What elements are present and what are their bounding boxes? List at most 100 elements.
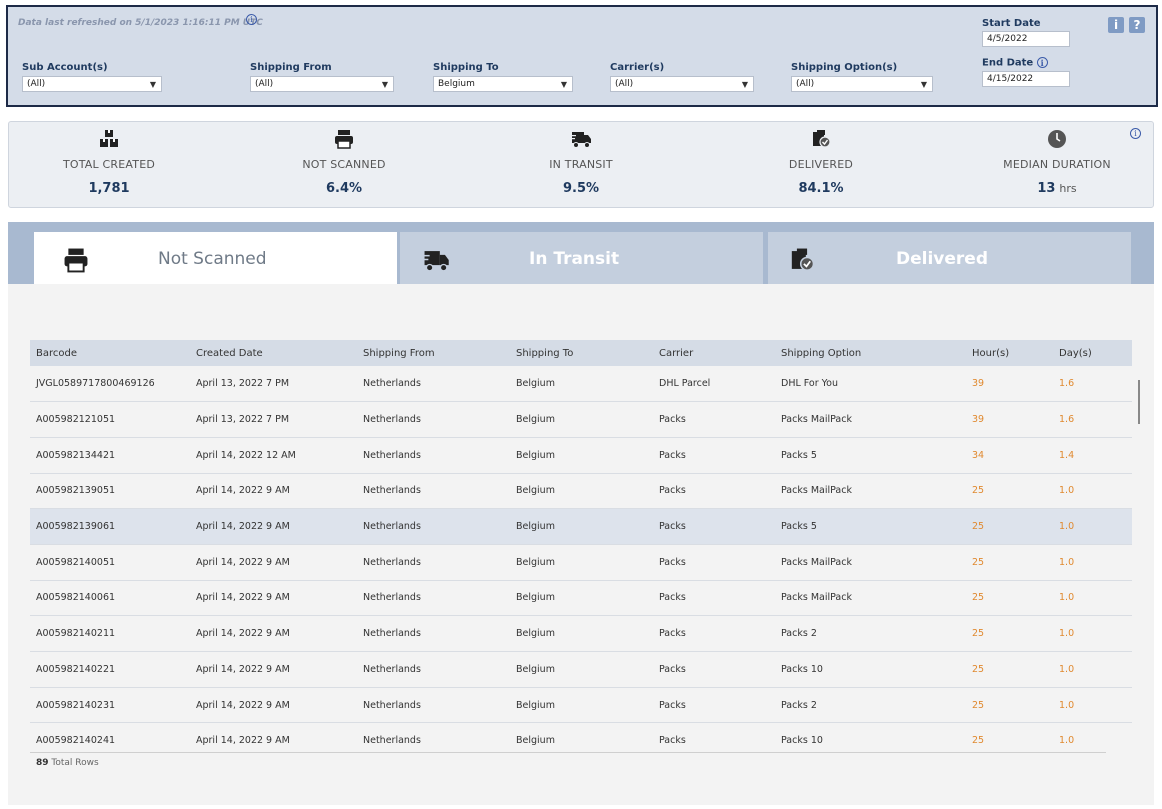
cell-hours: 25: [972, 735, 985, 747]
boxes-icon: [100, 130, 118, 147]
table-body: JVGL0589717800469126 April 13, 2022 7 PM N…: [30, 366, 1132, 759]
table-scrollbar[interactable]: [1138, 380, 1140, 424]
cell-shipping-option: Packs 10: [781, 735, 823, 747]
column-header-barcode[interactable]: Barcode: [30, 340, 190, 366]
cell-days: 1.6: [1053, 366, 1132, 403]
table-row[interactable]: A005982140241 April 14, 2022 9 AM Netherla…: [30, 723, 1132, 759]
table-row[interactable]: A005982140231 April 14, 2022 9 AM Netherla…: [30, 687, 1132, 724]
table-row[interactable]: A005982140061 April 14, 2022 9 AM Netherla…: [30, 580, 1132, 617]
chevron-down-icon: ▼: [381, 80, 388, 89]
cell-barcode: A005982121051: [30, 401, 190, 438]
cell-shipping-option: Packs 2: [775, 615, 966, 652]
end-date-block: End Date i 4/15/2022: [982, 57, 1070, 87]
filter-sub-account: Sub Account(s) (All) ▼: [22, 62, 162, 92]
cell-shipping-from: Netherlands: [357, 651, 510, 688]
truck-icon: [422, 251, 449, 272]
table-row[interactable]: A005982140051 April 14, 2022 9 AM Netherla…: [30, 544, 1132, 581]
delivered-box-icon: [813, 130, 831, 148]
cell-shipping-option: Packs MailPack: [775, 580, 966, 617]
table-row[interactable]: A005982139051 April 14, 2022 9 AM Netherla…: [30, 473, 1132, 510]
refresh-note: Data last refreshed on 5/1/2023 1:16:11 …: [18, 18, 263, 28]
cell-shipping-from: Netherlands: [363, 735, 421, 747]
select-value: (All): [255, 79, 274, 89]
cell-created-date: April 14, 2022 9 AM: [190, 687, 357, 724]
kpi-unit: hrs: [1059, 182, 1077, 195]
cell-shipping-from: Netherlands: [357, 473, 510, 510]
column-header-hours[interactable]: Hour(s): [966, 340, 1053, 366]
cell-shipping-to: Belgium: [510, 473, 653, 510]
shipping-to-select[interactable]: Belgium ▼: [433, 76, 573, 92]
cell-shipping-option: Packs 5: [775, 437, 966, 474]
cell-shipping-to: Belgium: [516, 735, 555, 747]
kpi-value: 84.1%: [798, 181, 844, 196]
column-header-days[interactable]: Day(s): [1053, 340, 1132, 366]
select-value: (All): [796, 79, 815, 89]
tab-not-scanned[interactable]: Not Scanned: [34, 232, 397, 284]
total-rows-count: 89: [36, 758, 49, 768]
tab-in-transit[interactable]: In Transit: [400, 232, 763, 284]
filter-carrier: Carrier(s) (All) ▼: [610, 62, 754, 92]
cell-created-date: April 14, 2022 9 AM: [190, 508, 357, 545]
info-icon[interactable]: i: [246, 14, 257, 25]
kpi-label: NOT SCANNED: [302, 158, 386, 171]
shipping-from-select[interactable]: (All) ▼: [250, 76, 394, 92]
sub-account-select[interactable]: (All) ▼: [22, 76, 162, 92]
column-header-shipping-to[interactable]: Shipping To: [510, 340, 653, 366]
kpi-value: 1,781: [88, 181, 130, 196]
cell-shipping-option: Packs MailPack: [775, 473, 966, 510]
cell-carrier: Packs: [653, 615, 775, 652]
start-date-block: Start Date 4/5/2022: [982, 18, 1070, 47]
cell-hours: 25: [966, 508, 1053, 545]
cell-shipping-to: Belgium: [510, 508, 653, 545]
cell-days: 1.0: [1053, 544, 1132, 581]
table-header-row: Barcode Created Date Shipping From Shipp…: [30, 340, 1132, 366]
tab-panel: Not Scanned In Transit Delivered: [8, 222, 1154, 805]
cell-carrier: Packs: [653, 401, 775, 438]
cell-shipping-to: Belgium: [510, 437, 653, 474]
cell-barcode: A005982140231: [30, 687, 190, 724]
table-row[interactable]: A005982140221 April 14, 2022 9 AM Netherla…: [30, 651, 1132, 688]
table-row[interactable]: JVGL0589717800469126 April 13, 2022 7 PM N…: [30, 366, 1132, 403]
end-date-input[interactable]: 4/15/2022: [982, 70, 1070, 87]
column-header-created-date[interactable]: Created Date: [190, 340, 357, 366]
carrier-select[interactable]: (All) ▼: [610, 76, 754, 92]
end-date-label: End Date i: [982, 57, 1070, 69]
cell-barcode: A005982139051: [30, 473, 190, 510]
column-header-carrier[interactable]: Carrier: [653, 340, 775, 366]
tab-delivered[interactable]: Delivered: [768, 232, 1131, 284]
table-row[interactable]: A005982121051 April 13, 2022 7 PM Netherla…: [30, 401, 1132, 438]
cell-created-date: April 14, 2022 9 AM: [190, 580, 357, 617]
cell-hours: 34: [966, 437, 1053, 474]
chevron-down-icon: ▼: [741, 80, 748, 89]
kpi-value: 9.5%: [562, 181, 600, 196]
filter-shipping-from: Shipping From (All) ▼: [250, 62, 394, 92]
info-icon[interactable]: i: [1130, 128, 1141, 139]
table-row[interactable]: A005982134421 April 14, 2022 12 AM Netherl…: [30, 437, 1132, 474]
cell-hours: 25: [966, 651, 1053, 688]
cell-hours: 25: [966, 615, 1053, 652]
help-button[interactable]: ?: [1129, 17, 1145, 33]
total-rows-label: Total Rows: [51, 758, 99, 768]
info-icon[interactable]: i: [1036, 57, 1048, 68]
cell-hours: 25: [966, 687, 1053, 724]
column-header-shipping-from[interactable]: Shipping From: [357, 340, 510, 366]
table-row[interactable]: A005982140211 April 14, 2022 9 AM Netherla…: [30, 615, 1132, 652]
cell-hours: 39: [966, 401, 1053, 438]
table-row-selected[interactable]: A005982139061 April 14, 2022 9 AM Netherla…: [30, 508, 1132, 545]
kpi-label: IN TRANSIT: [549, 158, 613, 171]
column-header-shipping-option[interactable]: Shipping Option: [775, 340, 966, 366]
cell-days: 1.0: [1053, 473, 1132, 510]
start-date-input[interactable]: 4/5/2022: [982, 31, 1070, 47]
cell-carrier: Packs: [653, 473, 775, 510]
kpi-strip: TOTAL CREATED 1,781 NOT SCANNED 6.4% IN …: [8, 121, 1154, 208]
info-button[interactable]: i: [1108, 17, 1124, 33]
shipping-option-select[interactable]: (All) ▼: [791, 76, 933, 92]
cell-carrier: Packs: [653, 544, 775, 581]
cell-hours: 39: [966, 366, 1053, 403]
select-value: (All): [615, 79, 634, 89]
cell-shipping-to: Belgium: [510, 544, 653, 581]
clock-icon: [1048, 130, 1066, 148]
kpi-not-scanned: NOT SCANNED 6.4%: [244, 122, 444, 196]
kpi-label: TOTAL CREATED: [62, 158, 156, 171]
cell-shipping-from: Netherlands: [357, 687, 510, 724]
